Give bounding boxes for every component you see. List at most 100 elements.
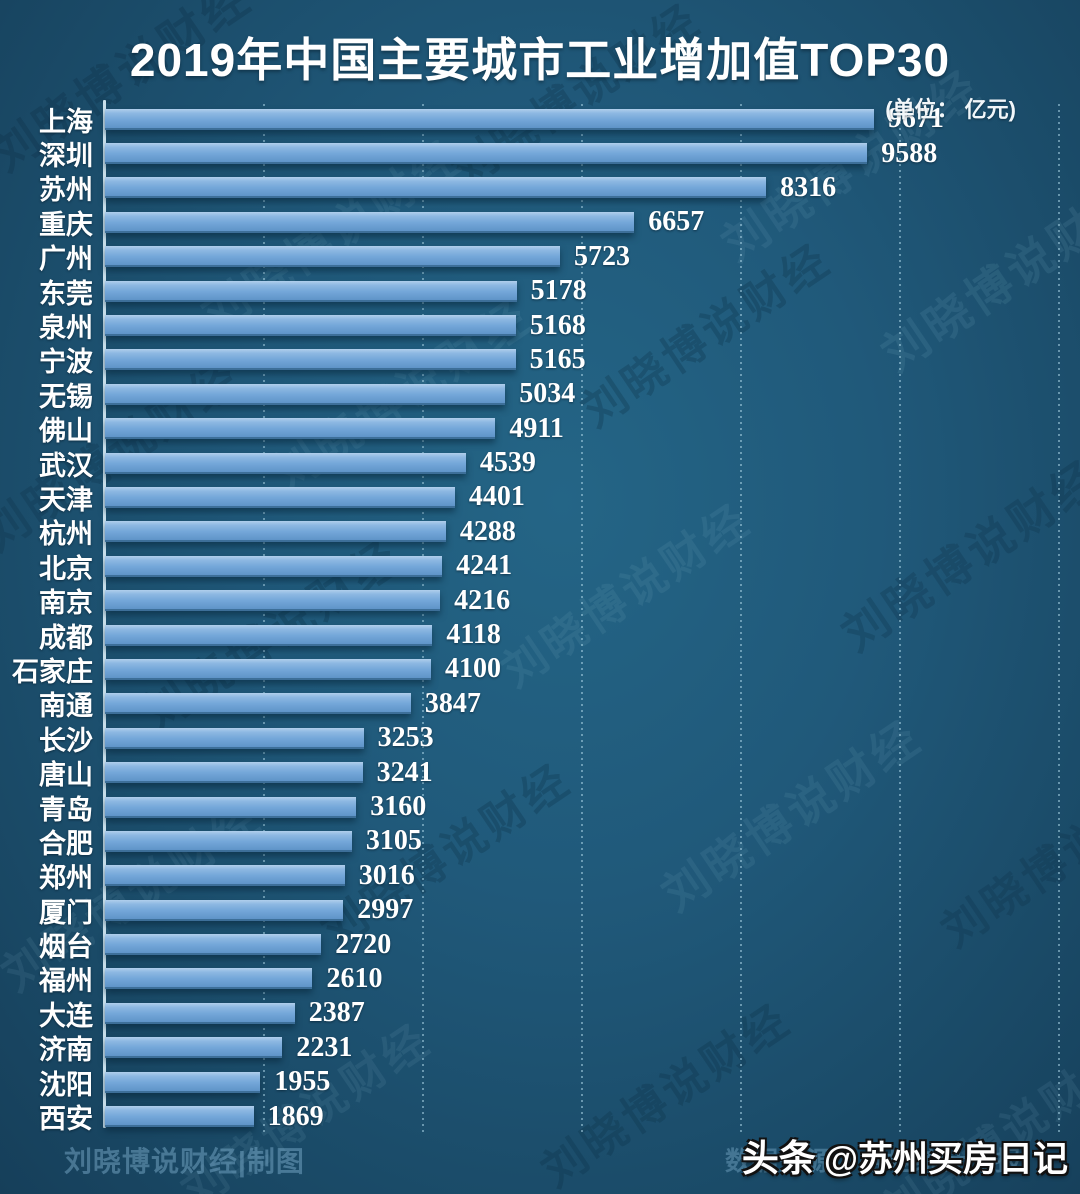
unit-label: (单位： 亿元): [885, 97, 1016, 122]
bar-row: 天津 4401: [0, 480, 1080, 515]
bar-row: 长沙 3253: [0, 721, 1080, 756]
city-label: 西安: [39, 1104, 93, 1135]
city-label: 福州: [39, 966, 93, 997]
value-bar: [105, 211, 635, 233]
bar-row: 上海 9671: [0, 102, 1080, 137]
value-bar: [105, 830, 352, 852]
bar-row: 沈阳 1955: [0, 1065, 1080, 1100]
bar-row: 石家庄 4100: [0, 652, 1080, 687]
value-bar: [105, 108, 874, 130]
value-label: 5165: [529, 343, 586, 375]
city-label: 石家庄: [12, 656, 93, 687]
city-label: 合肥: [39, 828, 93, 859]
value-bar: [105, 280, 517, 302]
footer: 刘晓博说财经|制图 数据来源：各地统计公报 头条 @苏州买房日记: [0, 1134, 1080, 1194]
value-bar: [105, 177, 767, 199]
bar-row: 无锡 5034: [0, 377, 1080, 412]
city-label: 南通: [39, 691, 93, 722]
bar-plot-area: 4216: [105, 583, 1080, 617]
bar-plot-area: 4118: [105, 618, 1080, 652]
value-label: 2387: [308, 997, 365, 1029]
city-label: 唐山: [39, 760, 93, 791]
bar-plot-area: 4288: [105, 515, 1080, 549]
value-label: 3241: [376, 756, 433, 788]
value-label: 3160: [370, 791, 427, 822]
value-label: 4241: [456, 550, 513, 582]
value-bar: [105, 452, 466, 474]
header: 2019年中国主要城市工业增加值TOP30 (单位： 亿元): [0, 0, 1080, 124]
value-bar: [105, 1037, 283, 1059]
bar-row: 佛山 4911: [0, 412, 1080, 447]
gridline-layer: [105, 102, 1060, 1134]
value-label: 2997: [357, 894, 414, 926]
value-bar: [105, 1002, 295, 1024]
bar-row: 成都 4118: [0, 618, 1080, 653]
bar-rows: 上海 9671 深圳 9588 苏州 8316 重庆 6657 广州 5723 东莞 5178 泉州 51…: [0, 102, 1080, 1134]
bar-plot-area: 4911: [105, 412, 1080, 446]
bar-plot-area: 1869: [105, 1099, 1080, 1133]
city-label: 成都: [39, 622, 93, 653]
bar-plot-area: 6657: [105, 205, 1080, 239]
bar-row: 烟台 2720: [0, 927, 1080, 963]
value-label: 9588: [881, 137, 938, 169]
bar-row: 济南 2231: [0, 1031, 1080, 1066]
value-bar: [105, 143, 868, 165]
value-bar: [105, 1071, 261, 1093]
bar-row: 泉州 5168: [0, 308, 1080, 344]
value-label: 2720: [335, 928, 392, 960]
bar-row: 大连 2387: [0, 996, 1080, 1031]
bar-row: 武汉 4539: [0, 446, 1080, 481]
gridline: [739, 104, 742, 1132]
value-label: 2231: [296, 1031, 353, 1063]
bar-plot-area: 8316: [105, 171, 1080, 205]
value-bar: [105, 1106, 254, 1128]
bar-plot-area: 3241: [105, 755, 1080, 789]
city-label: 北京: [39, 553, 93, 584]
bar-plot-area: 2997: [105, 893, 1080, 927]
city-label: 长沙: [39, 725, 93, 756]
value-label: 3253: [377, 722, 434, 754]
value-bar: [105, 349, 516, 371]
value-bar: [105, 486, 455, 508]
value-label: 4911: [509, 412, 564, 444]
bar-plot-area: 2231: [105, 1031, 1080, 1065]
city-label: 佛山: [39, 416, 93, 447]
city-label: 青岛: [39, 794, 93, 825]
value-bar: [105, 693, 411, 715]
value-bar: [105, 658, 431, 680]
value-bar: [105, 968, 313, 990]
bar-plot-area: 1955: [105, 1065, 1080, 1099]
bar-plot-area: 5168: [105, 308, 1080, 342]
bar-plot-area: 9588: [105, 136, 1080, 170]
bar-row: 宁波 5165: [0, 343, 1080, 378]
gridline: [421, 104, 424, 1132]
city-label: 大连: [39, 1000, 93, 1031]
city-label: 南京: [39, 588, 93, 619]
bar-row: 郑州 3016: [0, 859, 1080, 894]
city-label: 广州: [39, 244, 93, 275]
bar-plot-area: 4401: [105, 480, 1080, 514]
city-label: 沈阳: [39, 1069, 93, 1100]
bar-plot-area: 3160: [105, 790, 1080, 824]
value-bar: [105, 899, 344, 921]
bar-plot-area: 5034: [105, 377, 1080, 411]
value-label: 5168: [529, 309, 586, 341]
bar-plot-area: 4100: [105, 652, 1080, 686]
gridline: [262, 104, 265, 1132]
bar-row: 广州 5723: [0, 240, 1080, 275]
value-label: 2610: [326, 962, 383, 994]
toutiao-watermark: 头条 @苏州买房日记: [742, 1128, 1068, 1182]
bar-plot-area: 3847: [105, 687, 1080, 721]
bar-row: 厦门 2997: [0, 893, 1080, 928]
bar-row: 重庆 6657: [0, 205, 1080, 240]
value-bar: [105, 590, 441, 612]
value-bar: [105, 934, 322, 956]
city-label: 无锡: [39, 381, 93, 412]
city-label: 天津: [39, 485, 93, 515]
bar-row: 东莞 5178: [0, 274, 1080, 309]
bar-plot-area: 3105: [105, 824, 1080, 858]
value-label: 4401: [468, 481, 525, 513]
value-bar: [105, 383, 506, 405]
page-title: 2019年中国主要城市工业增加值TOP30: [129, 34, 951, 86]
